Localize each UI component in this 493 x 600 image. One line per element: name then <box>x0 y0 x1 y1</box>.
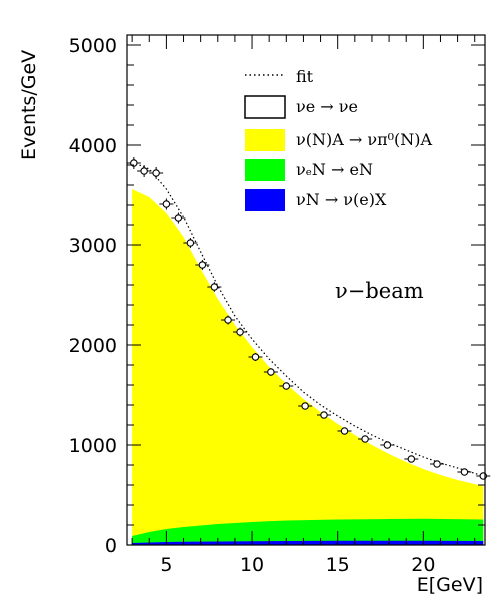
y-axis-title: Events/GeV <box>18 50 40 160</box>
legend-entry: ν(N)A → νπ⁰(N)A <box>245 129 432 151</box>
area-n-a-n-a <box>132 189 484 545</box>
data-point <box>174 214 183 222</box>
data-point <box>301 402 309 410</box>
area-n-en <box>132 518 484 545</box>
data-point <box>460 468 469 476</box>
data-point <box>320 411 328 419</box>
data-point <box>383 441 392 449</box>
legend-entry: νₑN → eN <box>245 159 373 181</box>
beam-annotation: ν−beam <box>335 279 424 303</box>
legend-swatch <box>244 95 286 119</box>
data-point <box>186 239 195 247</box>
legend-label: ν(N)A → νπ⁰(N)A <box>296 130 432 149</box>
axis-ticks: 0 1000 2000 3000 4000 5000 5 10 15 20 <box>69 35 485 576</box>
data-point <box>267 368 275 376</box>
data-point <box>224 316 232 324</box>
x-tick-label: 20 <box>411 554 435 576</box>
y-tick-label: 3000 <box>69 235 117 257</box>
x-tick-label: 15 <box>326 554 350 576</box>
legend-label: fit <box>296 67 314 86</box>
x-axis-title: E[GeV] <box>417 574 483 596</box>
y-tick-label: 2000 <box>69 335 117 357</box>
data-point <box>340 427 349 435</box>
data-point <box>162 200 171 208</box>
stacked-areas <box>132 189 484 545</box>
legend-label: νN → ν(e)X <box>296 190 387 209</box>
legend-swatch <box>245 189 285 211</box>
legend-swatch <box>245 129 285 151</box>
data-point <box>433 460 441 468</box>
plot-frame <box>126 34 486 546</box>
data-point <box>251 353 260 361</box>
legend: fit νe → νe ν(N)A → νπ⁰(N)A νₑN → eN νN → ν(… <box>244 67 432 211</box>
legend-entry: fit <box>245 67 314 86</box>
data-point <box>407 455 416 463</box>
y-tick-label: 0 <box>105 535 117 557</box>
y-tick-label: 4000 <box>69 135 117 157</box>
legend-entry: νe → νe <box>244 95 358 119</box>
data-point <box>282 382 291 390</box>
x-tick-label: 10 <box>240 554 264 576</box>
plot-border <box>126 34 486 546</box>
data-point <box>236 328 244 336</box>
data-point <box>361 435 369 443</box>
data-point <box>152 169 160 177</box>
data-points-group <box>126 157 491 480</box>
legend-entry: νN → ν(e)X <box>245 189 387 211</box>
legend-label: νe → νe <box>296 97 358 116</box>
data-point <box>140 167 148 175</box>
x-tick-label: 5 <box>160 554 172 576</box>
legend-label: νₑN → eN <box>296 160 373 179</box>
data-point <box>198 261 207 269</box>
y-tick-label: 5000 <box>69 35 117 57</box>
y-tick-label: 1000 <box>69 435 117 457</box>
legend-swatch <box>245 159 285 181</box>
data-point <box>210 283 219 291</box>
area-n-e-x <box>132 540 484 545</box>
